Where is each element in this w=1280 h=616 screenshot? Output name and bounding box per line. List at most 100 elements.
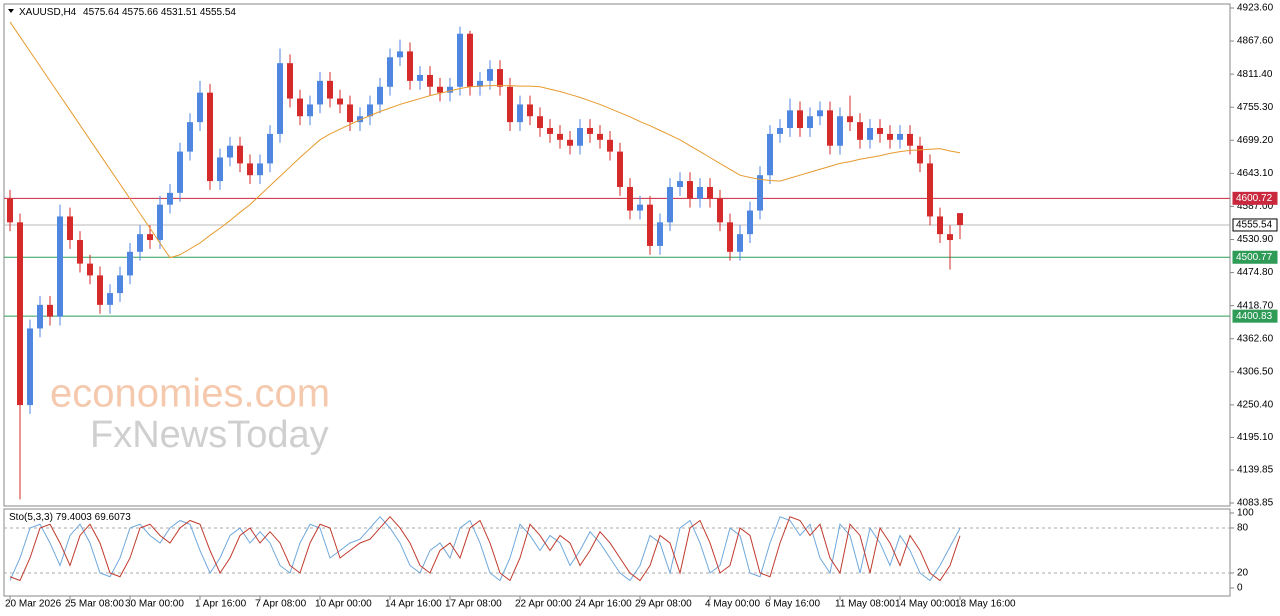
candle-body xyxy=(667,186,673,223)
candle-body xyxy=(247,163,253,176)
y-tick-label: 4867.60 xyxy=(1237,36,1274,47)
price-tag xyxy=(1232,250,1278,264)
open-value: 4575.64 xyxy=(83,7,120,18)
x-tick-label: 25 Mar 08:00 xyxy=(65,599,124,610)
candle-body xyxy=(197,92,203,123)
y-tick-label: 80 xyxy=(1237,523,1249,534)
main-panel xyxy=(3,3,1231,507)
candle-body xyxy=(637,204,643,211)
candle-body xyxy=(17,222,23,406)
candle-body xyxy=(427,74,433,87)
candle-body xyxy=(777,128,783,134)
y-tick-label: 4474.80 xyxy=(1237,267,1274,278)
header: XAUUSD,H4 4575.64 4575.66 4531.51 4555.5… xyxy=(19,7,236,18)
candle-body xyxy=(677,181,683,187)
candle-body xyxy=(787,110,793,129)
price-tag-label: 4500.77 xyxy=(1236,252,1273,263)
candle-body xyxy=(957,213,963,225)
y-tick-label: 100 xyxy=(1237,508,1254,519)
candle-body xyxy=(97,275,103,305)
x-tick-label: 11 May 08:00 xyxy=(835,599,895,610)
d-value: 69.6073 xyxy=(95,512,132,523)
candle-body xyxy=(117,275,123,294)
low-value: 4531.51 xyxy=(161,7,198,18)
candle-body xyxy=(697,186,703,199)
candle-body xyxy=(27,328,33,406)
x-tick-label: 10 Apr 00:00 xyxy=(315,599,372,610)
candle-body xyxy=(707,186,713,199)
candle-body xyxy=(257,163,263,176)
y-tick-label: 4250.40 xyxy=(1237,399,1274,410)
candle-body xyxy=(57,216,63,317)
candle-body xyxy=(377,86,383,105)
x-tick-label: 4 May 00:00 xyxy=(705,599,760,610)
candle-body xyxy=(37,304,43,329)
price-tag xyxy=(1232,309,1278,323)
candle-body xyxy=(207,92,213,182)
y-tick-label: 4306.50 xyxy=(1237,366,1274,377)
candle-body xyxy=(877,128,883,134)
price-tag-label: 4400.83 xyxy=(1236,311,1273,322)
x-tick-label: 20 Mar 2026 xyxy=(5,599,62,610)
candle-body xyxy=(907,133,913,146)
candle-body xyxy=(447,86,453,93)
candle-body xyxy=(157,204,163,241)
candle-body xyxy=(437,86,443,93)
candle-body xyxy=(137,234,143,252)
candle-body xyxy=(867,128,873,140)
y-tick-label: 4811.40 xyxy=(1237,69,1273,80)
candle-body xyxy=(917,145,923,164)
candle-body xyxy=(277,63,283,134)
candle-body xyxy=(467,33,473,87)
x-tick-label: 30 Mar 00:00 xyxy=(125,599,184,610)
candle-body xyxy=(407,51,413,81)
candle-body xyxy=(837,116,843,146)
candle-body xyxy=(317,80,323,105)
candle-body xyxy=(927,163,933,217)
candle-body xyxy=(107,293,113,305)
candle-body xyxy=(687,181,693,199)
oscillator-line xyxy=(9,515,961,582)
candle-body xyxy=(497,69,503,87)
candle-body xyxy=(827,110,833,146)
candle-body xyxy=(357,116,363,123)
candle-body xyxy=(577,128,583,146)
candle-body xyxy=(747,210,753,235)
candle-body xyxy=(587,128,593,134)
y-tick-label: 4587.00 xyxy=(1237,201,1274,212)
x-tick-label: 1 Apr 16:00 xyxy=(195,599,247,610)
candle-body xyxy=(87,263,93,276)
k-value: 79.4003 xyxy=(56,512,93,523)
y-tick-label: 4418.70 xyxy=(1237,300,1274,311)
candle-body xyxy=(287,63,293,99)
candle-body xyxy=(887,133,893,140)
candle-body xyxy=(367,104,373,117)
indicator-header: Sto(5,3,3) 79.4003 69.6073 xyxy=(9,512,131,523)
x-tick-label: 29 Apr 08:00 xyxy=(635,599,692,610)
price-tag-label: 4600.72 xyxy=(1236,193,1273,204)
candle-body xyxy=(817,110,823,117)
candle-body xyxy=(457,33,463,87)
candle-body xyxy=(857,122,863,140)
candle-body xyxy=(567,139,573,146)
candle-body xyxy=(727,222,733,252)
candle-body xyxy=(947,234,953,241)
candle-body xyxy=(717,198,723,223)
y-tick-label: 4643.10 xyxy=(1237,168,1274,179)
indicator-name: Sto(5,3,3) xyxy=(9,512,53,523)
candle-body xyxy=(897,133,903,140)
oscillator-line xyxy=(9,515,961,582)
y-tick-label: 4139.85 xyxy=(1237,465,1274,476)
y-tick-label: 4195.10 xyxy=(1237,432,1274,443)
candle-body xyxy=(397,51,403,58)
candle-body xyxy=(847,116,853,123)
candle-body xyxy=(607,139,613,152)
candle-body xyxy=(647,204,653,246)
candle-body xyxy=(657,222,663,246)
candle-body xyxy=(347,104,353,123)
x-tick-label: 24 Apr 16:00 xyxy=(575,599,632,610)
candle-body xyxy=(797,110,803,129)
candle-body xyxy=(297,98,303,117)
